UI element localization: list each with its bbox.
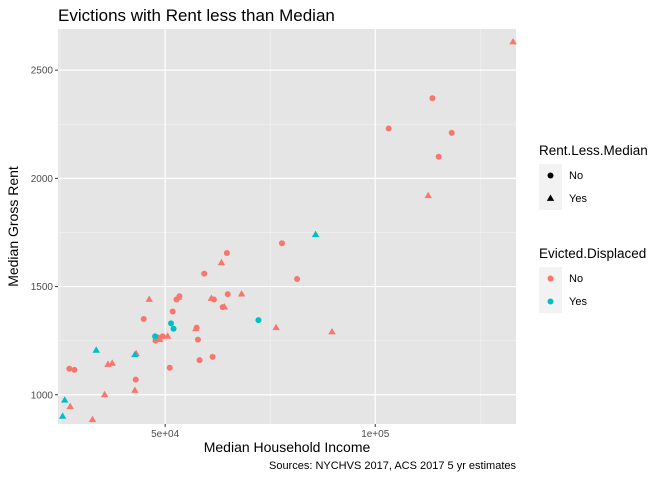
y-tick-label: 2000 [31, 174, 54, 185]
legend-label: Yes [569, 296, 587, 308]
data-point-rent-no-evicted-no [196, 357, 203, 364]
legend-color-swatch [547, 298, 554, 305]
data-point-rent-yes-evicted-yes [58, 412, 67, 419]
data-point-rent-no-evicted-no [385, 125, 392, 132]
legend-label: Yes [569, 193, 587, 205]
data-point-rent-no-evicted-no [166, 364, 173, 371]
data-point-rent-yes-evicted-no [272, 323, 280, 331]
data-point-rent-yes-evicted-no [156, 335, 164, 342]
data-point-rent-yes-evicted-no [108, 359, 116, 366]
data-point-rent-yes-evicted-yes [61, 396, 69, 403]
legend-triangle-icon [546, 194, 555, 201]
axis-ticks: 5e+04 1e+05 1000 1500 2000 2500 [31, 66, 390, 440]
data-point-rent-yes-evicted-yes [311, 230, 320, 237]
y-tick-label: 1000 [31, 390, 54, 401]
data-point-rent-yes-evicted-no [424, 191, 432, 199]
data-point-rent-yes-evicted-no [145, 295, 153, 302]
legend-title: Evicted.Displaced [539, 246, 646, 261]
data-point-rent-no-evicted-no [132, 376, 139, 383]
legend-color-swatch [547, 275, 554, 282]
data-point-rent-no-evicted-yes [170, 325, 177, 332]
data-point-rent-yes-evicted-no [328, 328, 336, 335]
data-point-rent-yes-evicted-yes [92, 346, 100, 353]
data-point-rent-yes-evicted-no [163, 332, 172, 339]
data-point-rent-yes-evicted-no [217, 258, 226, 266]
data-point-rent-yes-evicted-no [100, 390, 109, 398]
data-point-rent-no-evicted-no [71, 366, 78, 373]
data-point-rent-yes-evicted-yes [131, 350, 139, 358]
data-point-rent-no-evicted-no [294, 275, 301, 282]
legend-label: No [569, 273, 583, 285]
data-point-rent-no-evicted-yes [255, 317, 262, 324]
data-point-rent-no-evicted-yes [152, 333, 159, 340]
data-points [58, 38, 517, 423]
legends: Rent.Less.Median No Yes Evicted.Displaced No… [539, 143, 648, 313]
data-point-rent-yes-evicted-no [88, 415, 97, 423]
data-point-rent-no-evicted-no [194, 336, 201, 343]
x-axis-label: Median Household Income [204, 439, 371, 455]
data-point-rent-no-evicted-no [169, 308, 176, 315]
data-point-rent-no-evicted-no [140, 316, 147, 323]
data-point-rent-no-evicted-no [278, 240, 285, 247]
minor-gridlines [58, 29, 516, 424]
data-point-rent-yes-evicted-no [66, 402, 74, 410]
data-point-rent-no-evicted-yes [168, 320, 175, 327]
major-gridlines [58, 29, 516, 424]
data-point-rent-no-evicted-no [209, 353, 216, 360]
legend-label: No [569, 170, 583, 182]
data-point-rent-no-evicted-no [429, 95, 436, 102]
data-point-rent-no-evicted-no [224, 291, 231, 298]
legend-title: Rent.Less.Median [539, 143, 648, 158]
x-tick-label: 5e+04 [151, 429, 180, 440]
legend-circle-icon [547, 172, 554, 179]
data-point-rent-yes-evicted-no [509, 38, 517, 45]
y-tick-label: 1500 [31, 282, 54, 293]
data-point-rent-yes-evicted-no [237, 290, 246, 297]
data-point-rent-yes-evicted-no [192, 324, 200, 332]
y-axis-label: Median Gross Rent [5, 166, 21, 287]
data-point-rent-no-evicted-no [448, 129, 455, 136]
y-tick-label: 2500 [31, 66, 54, 77]
data-point-rent-yes-evicted-no [207, 294, 216, 301]
data-point-rent-no-evicted-no [223, 250, 230, 257]
data-point-rent-yes-evicted-no [131, 386, 139, 393]
data-point-rent-no-evicted-no [435, 153, 442, 160]
data-point-rent-no-evicted-no [159, 333, 166, 340]
chart-title: Evictions with Rent less than Median [58, 6, 335, 25]
x-tick-label: 1e+05 [361, 429, 390, 440]
plot-panel [58, 29, 516, 424]
data-point-rent-no-evicted-no [201, 270, 208, 277]
data-point-rent-no-evicted-no [66, 365, 73, 372]
caption: Sources: NYCHVS 2017, ACS 2017 5 yr esti… [269, 460, 517, 472]
data-point-rent-yes-evicted-no [174, 293, 183, 300]
data-point-rent-yes-evicted-no [220, 303, 229, 310]
